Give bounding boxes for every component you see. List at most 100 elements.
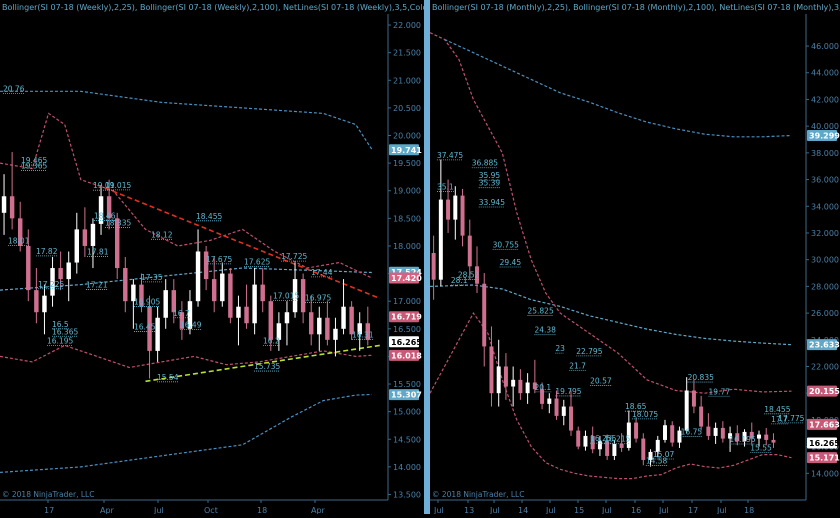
x-tick-label: Apr — [311, 506, 326, 514]
price-bar-body — [317, 317, 322, 335]
price-bar-body — [244, 306, 249, 324]
price-bar-body — [171, 290, 177, 313]
level-annotation: 20.57 — [590, 377, 612, 386]
level-annotation: 16.49 — [180, 320, 202, 329]
price-badge-label: 16.719 — [391, 313, 422, 322]
price-bar-body — [357, 323, 362, 335]
monthly-chart-panel[interactable]: Bollinger(SI 07-18 (Monthly),2,25), Boll… — [429, 0, 840, 515]
price-bar-body — [90, 223, 96, 246]
price-bar-body — [123, 268, 128, 302]
price-badge-bg — [807, 437, 837, 449]
level-annotation: 20.835 — [688, 373, 714, 382]
weekly-chart-panel[interactable]: Bollinger(SI 07-18 (Weekly),2,25), Bolli… — [0, 0, 471, 515]
level-annotation: 18.65 — [625, 402, 647, 411]
price-bar-body — [496, 366, 501, 394]
level-annotation: 20.1 — [534, 383, 551, 392]
price-bar-body — [713, 427, 718, 436]
level-annotation: 16.975 — [305, 294, 331, 303]
price-bar-body — [460, 195, 465, 236]
y-tick-label: 21.000 — [393, 76, 421, 85]
price-badge-bg — [389, 336, 419, 348]
price-bar-body — [446, 199, 451, 220]
level-annotation: 17.7 — [771, 415, 788, 424]
price-bar-body — [300, 279, 306, 313]
x-tick-label: Jul — [153, 506, 164, 514]
price-badge-bg — [807, 452, 837, 464]
price-bar-body — [764, 434, 769, 440]
price-bar-body — [106, 196, 112, 219]
series-line-inner_lower — [0, 344, 372, 369]
level-annotation: 16.7 — [173, 309, 190, 318]
level-annotation: 17.82 — [36, 247, 58, 256]
series-line-outer_upper — [0, 90, 373, 150]
price-badge-bg — [807, 339, 837, 351]
price-bar-body — [431, 252, 436, 280]
price-badge-label: 39.299 — [809, 132, 840, 141]
level-annotation: 35.1 — [437, 183, 454, 192]
level-annotation: 30.755 — [493, 241, 519, 250]
level-annotation: 17.21 — [86, 281, 108, 290]
level-annotation: 16.905 — [134, 297, 160, 306]
price-badge-label: 16.018 — [391, 351, 422, 360]
y-tick-label: 13.500 — [393, 490, 421, 499]
level-annotation: 16.195 — [729, 435, 755, 444]
price-bar-body — [605, 441, 610, 456]
price-bar-body — [735, 433, 740, 442]
y-tick-label: 19.500 — [393, 159, 421, 168]
y-tick-label: 30.000 — [811, 256, 839, 265]
x-tick-label: 15 — [574, 506, 584, 514]
level-annotation: 17.725 — [281, 252, 307, 261]
level-annotation: 17.625 — [244, 258, 270, 267]
price-bar-body — [236, 306, 241, 318]
x-tick-label: 16 — [631, 506, 641, 514]
price-bar-body — [691, 390, 696, 407]
weekly-chart-svg[interactable]: Bollinger(SI 07-18 (Weekly),2,25), Bolli… — [0, 0, 471, 515]
y-tick-label: 18.500 — [393, 214, 421, 223]
level-annotation: 18.455 — [196, 212, 222, 221]
price-bar-body — [333, 328, 338, 340]
price-badge-bg — [389, 272, 419, 284]
price-bar-body — [503, 366, 508, 387]
series-line-outer_lower — [0, 393, 372, 473]
x-tick-label: Jul — [433, 506, 444, 514]
level-annotation: 18.12 — [151, 230, 173, 239]
y-tick-label: 26.000 — [811, 309, 839, 318]
level-annotation: 18.01 — [8, 236, 30, 245]
price-bar-body — [475, 266, 479, 284]
price-bar-body — [757, 434, 761, 439]
price-badge-label: 17.663 — [809, 420, 840, 429]
level-annotation: 16.195 — [47, 337, 73, 346]
price-bar-body — [540, 389, 545, 404]
level-annotation: 19.77 — [709, 387, 731, 396]
level-annotation: 15.07 — [653, 450, 675, 459]
x-tick-label: 17 — [44, 506, 54, 514]
price-bar-body — [66, 262, 71, 280]
price-bar-body — [308, 312, 314, 335]
level-annotation: 17.35 — [141, 273, 163, 282]
level-annotation: 18.46 — [94, 212, 116, 221]
y-tick-label: 16.500 — [393, 325, 421, 334]
price-bar-body — [467, 235, 472, 267]
level-annotation: 19.465 — [21, 156, 47, 165]
monthly-chart-svg[interactable]: Bollinger(SI 07-18 (Monthly),2,25), Boll… — [429, 0, 840, 515]
price-bar-body — [211, 279, 217, 302]
level-annotation: 17.81 — [87, 247, 109, 256]
price-bar-body — [1, 196, 7, 213]
x-tick-label: 13 — [464, 506, 474, 514]
price-bar-body — [634, 422, 639, 439]
series-line-outer_upper — [444, 38, 792, 138]
y-tick-label: 15.000 — [393, 408, 421, 417]
price-bar-body — [74, 229, 80, 263]
price-bar-body — [276, 323, 282, 340]
price-bar-body — [139, 284, 144, 307]
panel-divider[interactable] — [424, 0, 430, 514]
price-badge-label: 20.155 — [809, 387, 840, 396]
price-bar-body — [706, 426, 711, 436]
price-bar-body — [612, 443, 617, 456]
price-badge-label: 15.171 — [809, 454, 840, 463]
price-bar-body — [597, 441, 602, 450]
price-bar-body — [453, 195, 458, 220]
level-annotation: 20.76 — [3, 85, 25, 94]
price-bar-body — [518, 379, 523, 394]
y-tick-label: 14.000 — [393, 463, 421, 472]
